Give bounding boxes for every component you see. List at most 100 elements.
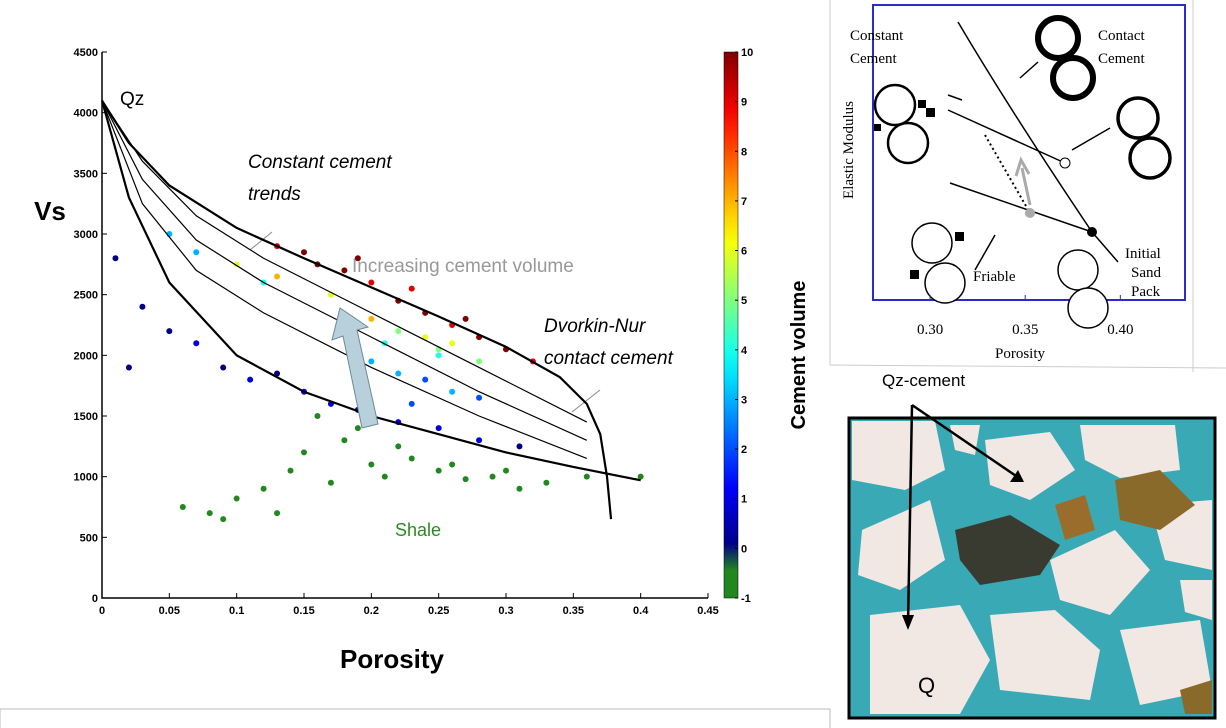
point — [368, 461, 375, 468]
arrow — [1014, 156, 1032, 206]
colorbar-tick-label: 0 — [741, 543, 747, 555]
colorbar-tick-label: -1 — [741, 593, 751, 605]
point — [274, 510, 281, 517]
colorbar-tick-label: 6 — [741, 246, 747, 258]
y-tick-label: 0 — [92, 593, 98, 605]
point — [1025, 208, 1035, 218]
point — [220, 516, 227, 523]
thin-section-photo: Qz-cement Q — [847, 371, 1217, 720]
point — [489, 473, 496, 480]
plot-frame — [872, 4, 1186, 301]
point — [368, 279, 375, 286]
y-tick-label: 3000 — [74, 229, 98, 241]
schematic: Porosity Elastic Modulus Constant Cement… — [841, 4, 1186, 362]
point — [301, 249, 307, 256]
colorbar — [723, 51, 739, 599]
y-tick-label: 2000 — [74, 350, 98, 362]
point — [408, 455, 415, 462]
model-curve — [101, 100, 588, 460]
colorbar-tick-label: 7 — [741, 196, 747, 208]
dark-grains — [955, 470, 1212, 714]
point — [637, 473, 644, 480]
point — [462, 476, 469, 483]
x-tick-label: 0.15 — [293, 605, 314, 617]
colorbar-tick-label: 5 — [741, 295, 747, 307]
point — [368, 315, 375, 322]
label: Constant — [850, 28, 904, 44]
colorbar-tick-label: 3 — [741, 394, 747, 406]
colorbar-tick-label: 4 — [741, 345, 748, 357]
curve — [947, 109, 1066, 164]
label: Cement — [1098, 51, 1145, 67]
y-axis-label: Vs — [34, 196, 66, 226]
leader — [249, 231, 273, 251]
y-tick-label: 2500 — [74, 290, 98, 302]
annotation: Increasing cement volume — [352, 256, 574, 277]
point — [368, 358, 375, 365]
x-tick-label: 0.35 — [563, 605, 584, 617]
point — [408, 400, 415, 407]
frame — [829, 364, 1226, 369]
label: Initial — [1125, 246, 1161, 262]
point — [476, 437, 483, 444]
point — [125, 364, 132, 371]
label: Pack — [1131, 284, 1161, 300]
x-tick-label: 0.3 — [498, 605, 513, 617]
colorbar-tick-label: 10 — [741, 47, 753, 59]
x-tick-label: 0 — [99, 605, 105, 617]
point — [341, 267, 348, 274]
x-tick-label: 0.1 — [229, 605, 244, 617]
point — [354, 255, 361, 262]
point — [395, 370, 402, 377]
x-tick-label: 0.45 — [697, 605, 718, 617]
model-curve — [101, 99, 613, 520]
y-tick-label: 1000 — [74, 472, 98, 484]
point — [112, 255, 119, 262]
label: Cement — [850, 51, 897, 67]
point — [422, 334, 429, 341]
point — [408, 285, 415, 292]
grains — [852, 421, 1212, 714]
arrow — [331, 307, 379, 429]
x-tick-label: 0.05 — [159, 605, 180, 617]
y-tick-label: 500 — [80, 532, 98, 544]
x-tick-label: 0.35 — [1012, 322, 1038, 338]
photo-label: Qz-cement — [882, 371, 965, 390]
colorbar-tick-label: 9 — [741, 97, 747, 109]
annotation: Dvorkin-Nur — [544, 316, 646, 337]
label: Contact — [1098, 28, 1145, 44]
point — [381, 473, 388, 480]
x-axis-label: Porosity — [995, 346, 1046, 362]
curve — [984, 134, 1031, 214]
point — [449, 461, 456, 468]
point — [449, 340, 456, 347]
y-tick-label: 1500 — [74, 411, 98, 423]
point — [327, 479, 334, 486]
leader — [947, 61, 1119, 271]
point — [1059, 157, 1071, 169]
point — [206, 510, 213, 517]
model-curve — [101, 100, 588, 423]
model-curve — [101, 100, 588, 441]
schematic-lines — [947, 21, 1119, 271]
photo-label: Q — [918, 673, 935, 698]
colorbar-tick-label: 1 — [741, 494, 747, 506]
point — [395, 443, 402, 450]
colorbar-label: Cement volume — [788, 281, 810, 430]
point — [287, 467, 294, 474]
point — [247, 376, 254, 383]
grains — [873, 15, 1172, 329]
label: Sand — [1131, 265, 1162, 281]
point — [220, 364, 227, 371]
x-tick-label: 0.4 — [633, 605, 649, 617]
point — [476, 358, 483, 365]
x-tick-label: 0.25 — [428, 605, 449, 617]
point — [274, 370, 281, 377]
y-axis-label: Elastic Modulus — [841, 101, 857, 199]
curve — [957, 21, 1093, 233]
x-tick-label: 0.40 — [1107, 322, 1133, 338]
point — [233, 495, 240, 502]
point — [341, 437, 348, 444]
point — [543, 479, 550, 486]
